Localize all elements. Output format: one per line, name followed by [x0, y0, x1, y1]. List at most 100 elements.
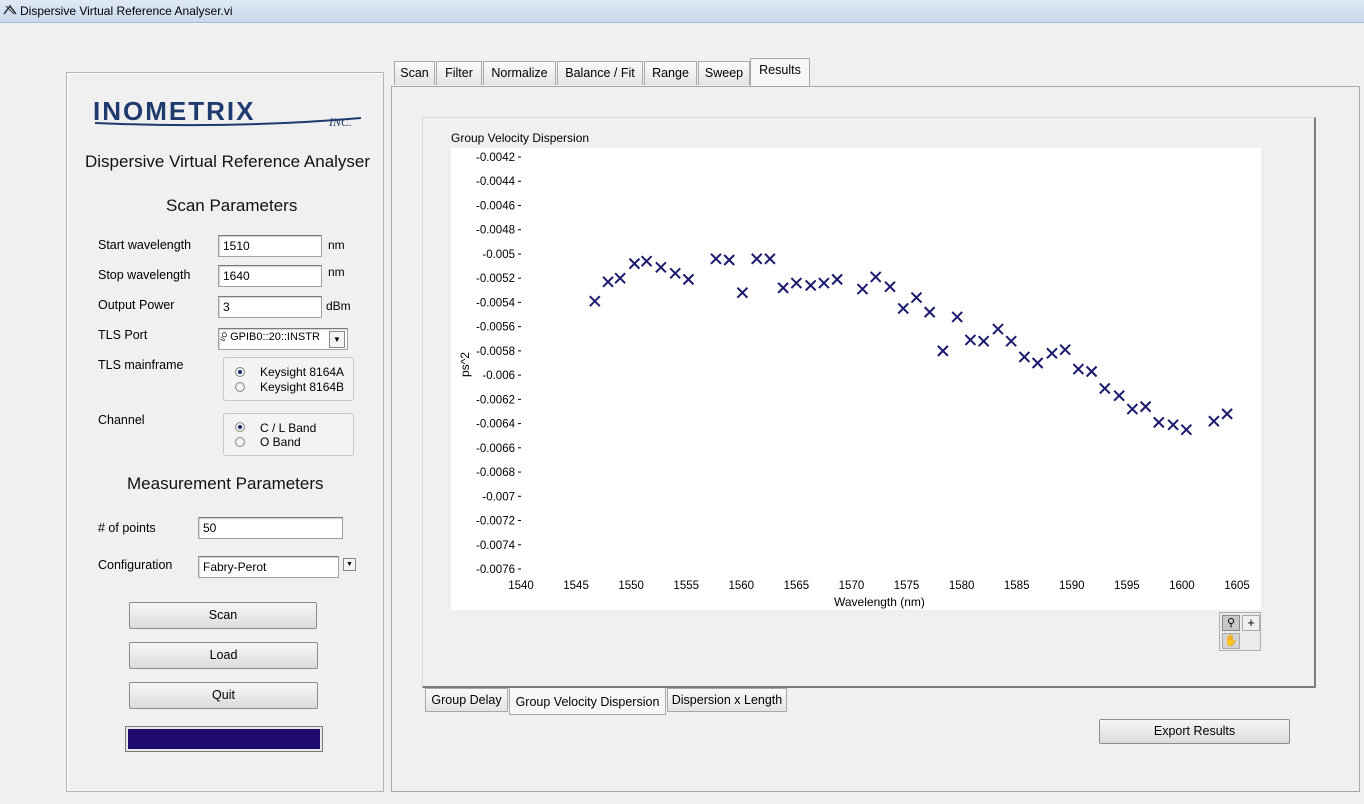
data-point-marker: [977, 335, 990, 347]
tab-balance-fit[interactable]: Balance / Fit: [557, 61, 643, 85]
y-tick-label: -0.007: [482, 491, 515, 503]
progress-bar-fill: [128, 729, 320, 749]
crosshair-icon[interactable]: +: [1242, 615, 1260, 631]
radio-o-band[interactable]: [235, 437, 245, 447]
stop-wavelength-unit: nm: [328, 265, 345, 279]
y-tick-label: -0.0074: [476, 540, 516, 552]
gvd-scatter-chart: Group Velocity Dispersion ps^2 Wavelengt…: [451, 131, 1250, 609]
data-point-marker: [869, 271, 882, 283]
svg-text:INC.: INC.: [328, 115, 352, 129]
x-tick-label: 1560: [729, 580, 755, 592]
tab-sweep[interactable]: Sweep: [698, 61, 750, 85]
output-power-input[interactable]: 3: [218, 296, 322, 318]
data-point-marker: [1031, 357, 1044, 369]
x-tick-label: 1595: [1114, 580, 1140, 592]
x-tick-label: 1600: [1169, 580, 1195, 592]
data-point-marker: [1018, 351, 1031, 363]
y-tick-label: -0.0068: [476, 467, 515, 479]
y-tick-label: -0.006: [482, 370, 515, 382]
window-title: Dispersive Virtual Reference Analyser.vi: [20, 4, 233, 18]
channel-radio-group: C / L Band O Band: [223, 413, 354, 456]
radio-keysight-8164a[interactable]: [235, 367, 245, 377]
data-point-marker: [923, 306, 936, 318]
export-results-button[interactable]: Export Results: [1099, 719, 1290, 744]
data-point-marker: [831, 273, 843, 286]
scan-button[interactable]: Scan: [129, 602, 317, 629]
points-input[interactable]: 50: [198, 517, 343, 539]
y-tick-label: -0.0046: [476, 200, 515, 212]
measurement-parameters-heading: Measurement Parameters: [127, 474, 324, 493]
y-tick-label: -0.0042: [476, 152, 515, 164]
data-point-marker: [897, 302, 909, 315]
x-tick-label: 1585: [1004, 580, 1030, 592]
data-point-marker: [910, 291, 923, 304]
data-point-marker: [1099, 382, 1111, 395]
chevron-down-icon[interactable]: ▼: [329, 331, 345, 348]
data-point-marker: [884, 280, 896, 293]
tls-port-value: GPIB0::20::INSTR: [230, 331, 320, 343]
data-point-marker: [790, 277, 803, 289]
tab-range[interactable]: Range: [644, 61, 697, 85]
x-tick-label: 1550: [618, 580, 644, 592]
pan-hand-icon[interactable]: ✋: [1222, 633, 1240, 649]
data-point-marker: [856, 283, 869, 295]
load-button[interactable]: Load: [129, 642, 318, 669]
data-point-marker: [1046, 347, 1058, 360]
chart-title: Group Velocity Dispersion: [451, 131, 589, 145]
data-point-marker: [628, 257, 641, 270]
data-point-marker: [1085, 365, 1098, 378]
radio-cl-band[interactable]: [235, 422, 245, 432]
data-point-marker: [1113, 390, 1125, 402]
progress-bar: [125, 726, 323, 752]
configuration-select[interactable]: Fabry-Perot: [198, 556, 339, 578]
data-point-marker: [751, 253, 763, 265]
data-point-marker: [640, 255, 653, 267]
tab-dispersion-x-length[interactable]: Dispersion x Length: [667, 688, 787, 712]
x-axis-label: Wavelength (nm): [834, 595, 925, 609]
quit-button[interactable]: Quit: [129, 682, 318, 709]
tab-results[interactable]: Results: [750, 58, 810, 87]
zoom-icon[interactable]: ⚲: [1222, 615, 1240, 631]
chevron-down-icon[interactable]: ▼: [343, 558, 356, 571]
start-wavelength-label: Start wavelength: [98, 238, 192, 252]
start-wavelength-unit: nm: [328, 238, 345, 252]
stop-wavelength-input[interactable]: 1640: [218, 265, 322, 287]
y-tick-label: -0.0056: [476, 322, 515, 334]
mainframe-radio-group: Keysight 8164A Keysight 8164B: [223, 357, 354, 401]
y-tick-label: -0.0072: [476, 516, 515, 528]
y-tick-label: -0.0066: [476, 443, 515, 455]
tls-port-label: TLS Port: [98, 328, 148, 342]
data-point-marker: [1208, 415, 1220, 427]
x-tick-label: 1545: [563, 580, 589, 592]
y-tick-label: -0.0044: [476, 176, 516, 188]
x-tick-label: 1555: [673, 580, 699, 592]
tab-filter[interactable]: Filter: [436, 61, 482, 85]
y-tick-label: -0.005: [482, 249, 515, 261]
tab-scan[interactable]: Scan: [394, 61, 435, 85]
data-point-marker: [964, 334, 977, 346]
io-resource-icon: I/O: [219, 331, 230, 343]
y-tick-label: -0.0062: [476, 394, 515, 406]
graph-palette: ⚲ + ✋: [1219, 612, 1261, 651]
data-point-marker: [1059, 343, 1071, 356]
x-tick-label: 1605: [1224, 580, 1250, 592]
y-tick-label: -0.0054: [476, 297, 516, 309]
tab-group-delay[interactable]: Group Delay: [425, 688, 508, 712]
labview-vi-icon: [3, 4, 17, 15]
option-keysight-8164a: Keysight 8164A: [260, 365, 345, 379]
radio-keysight-8164b[interactable]: [235, 382, 245, 392]
scan-parameters-heading: Scan Parameters: [166, 196, 298, 215]
tab-group-velocity-dispersion[interactable]: Group Velocity Dispersion: [509, 688, 666, 715]
output-power-label: Output Power: [98, 298, 175, 312]
tls-port-select[interactable]: I/O GPIB0::20::INSTR ▼: [218, 328, 348, 350]
title-bar: Dispersive Virtual Reference Analyser.vi: [0, 0, 1364, 23]
tab-normalize[interactable]: Normalize: [483, 61, 556, 85]
y-tick-label: -0.0052: [476, 273, 515, 285]
points-label: # of points: [98, 521, 156, 535]
x-tick-label: 1540: [508, 580, 534, 592]
data-point-marker: [602, 276, 614, 288]
start-wavelength-input[interactable]: 1510: [218, 235, 322, 257]
data-point-marker: [764, 253, 776, 265]
configuration-label: Configuration: [98, 558, 173, 572]
stop-wavelength-label: Stop wavelength: [98, 268, 191, 282]
